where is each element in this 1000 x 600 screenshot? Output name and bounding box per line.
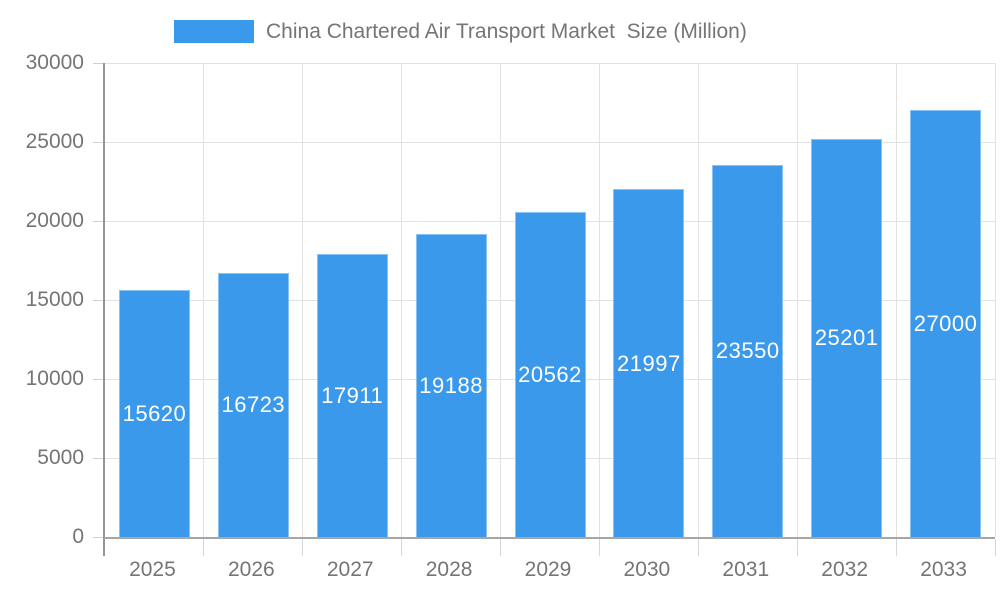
bar: 25201 (811, 138, 883, 537)
bar-value-label: 15620 (122, 401, 187, 427)
x-axis-tick-label: 2028 (425, 558, 473, 581)
bar-value-label: 17911 (321, 383, 384, 408)
bar: 21997 (613, 189, 685, 537)
x-tick-mark (697, 539, 699, 556)
bar-value-label: 19188 (419, 372, 483, 398)
h-gridline (105, 141, 995, 143)
x-tick-mark (796, 539, 798, 556)
plot-area: 15620 16723 17911 19188 20562 21997 23550 25201… (93, 62, 996, 556)
v-gridline (895, 63, 897, 537)
legend-swatch (174, 20, 254, 43)
legend: China Chartered Air Transport Market Siz… (174, 20, 747, 43)
bar-value-label: 21997 (617, 350, 681, 376)
v-gridline (598, 63, 600, 537)
bar-value-label: 27000 (913, 311, 978, 337)
y-axis-tick-label: 5000 (37, 446, 84, 469)
y-axis-tick-label: 15000 (25, 288, 84, 311)
y-axis-tick-label: 0 (72, 525, 84, 548)
y-axis-labels: 0 5000 10000 15000 20000 25000 30000 (0, 51, 84, 548)
v-gridline (302, 63, 304, 537)
bar: 17911 (316, 254, 388, 537)
x-tick-mark (994, 539, 996, 556)
x-axis-tick-label: 2031 (722, 558, 770, 581)
bar-value-label: 25201 (814, 325, 879, 351)
bar: 16723 (217, 272, 289, 537)
bar-value-label: 16723 (221, 392, 286, 418)
v-gridline (796, 63, 798, 537)
v-gridline (500, 63, 502, 537)
x-tick-mark (401, 539, 403, 556)
x-axis-tick-label: 2032 (821, 558, 869, 581)
y-tick-mark (93, 141, 103, 143)
x-axis-tick-label: 2027 (326, 558, 374, 581)
bar: 20562 (514, 212, 586, 537)
v-gridline (697, 63, 699, 537)
y-tick-mark (93, 378, 103, 380)
y-axis-tick-label: 20000 (25, 209, 84, 232)
legend-label: China Chartered Air Transport Market Siz… (266, 20, 747, 43)
bar: 27000 (910, 110, 982, 537)
x-axis-tick-label: 2033 (920, 558, 967, 581)
x-axis-tick-label: 2029 (524, 558, 572, 581)
y-axis-tick-label: 10000 (25, 367, 84, 390)
v-gridline (203, 63, 205, 537)
x-tick-mark (598, 539, 600, 556)
bar-value-label: 20562 (518, 362, 582, 388)
x-axis-tick-label: 2030 (623, 558, 671, 581)
x-tick-mark (500, 539, 502, 556)
h-gridline (105, 62, 995, 64)
x-axis-tick-label: 2026 (227, 558, 275, 581)
y-tick-mark (93, 220, 103, 222)
y-tick-mark (93, 457, 103, 459)
x-tick-mark (895, 539, 897, 556)
x-tick-mark (203, 539, 205, 556)
bar: 19188 (415, 233, 487, 537)
v-gridline (994, 63, 996, 537)
bar: 15620 (118, 290, 190, 537)
y-axis-tick-label: 25000 (25, 130, 84, 153)
x-axis-tick-label: 2025 (129, 558, 176, 581)
y-tick-mark (93, 536, 103, 538)
y-tick-mark (93, 299, 103, 301)
x-tick-mark (103, 539, 105, 556)
x-axis-labels: 2025 2026 2027 2028 2029 2030 2031 2032 2033 (103, 558, 995, 590)
x-tick-mark (302, 539, 304, 556)
bar: 23550 (712, 164, 784, 537)
y-axis-tick-label: 30000 (25, 51, 84, 74)
bar-value-label: 23550 (715, 338, 780, 364)
y-tick-mark (93, 62, 103, 64)
v-gridline (401, 63, 403, 537)
